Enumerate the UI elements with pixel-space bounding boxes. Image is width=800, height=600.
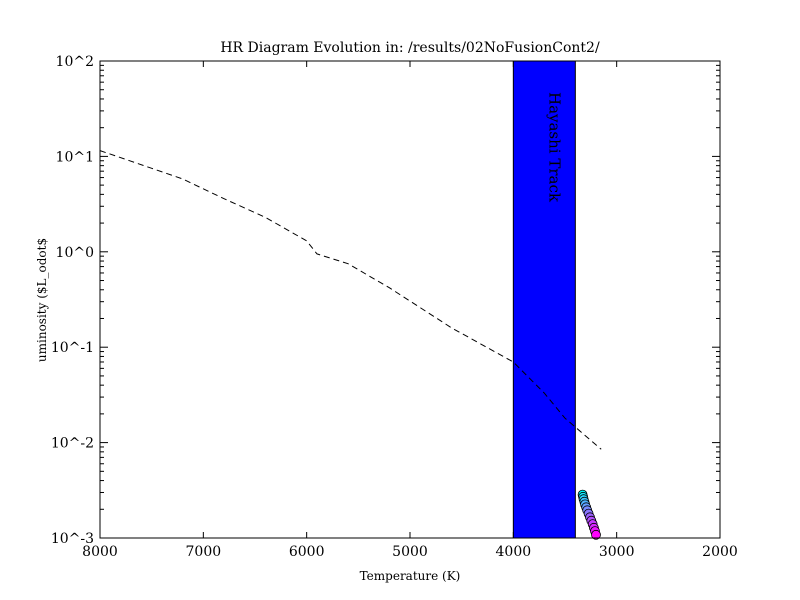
hayashi-track-label: Hayashi Track bbox=[545, 92, 563, 203]
x-tick-label: 2000 bbox=[702, 544, 738, 560]
plot-area: Hayashi Track bbox=[99, 60, 602, 540]
x-axis-label: Temperature (K) bbox=[360, 569, 461, 583]
x-tick-label: 3000 bbox=[599, 544, 635, 560]
x-tick-label: 8000 bbox=[82, 544, 118, 560]
evolution-markers bbox=[577, 489, 601, 540]
x-tick-label: 4000 bbox=[496, 544, 532, 560]
y-tick-label: 10^2 bbox=[56, 54, 94, 70]
chart-title: HR Diagram Evolution in: /results/02NoFu… bbox=[220, 40, 600, 56]
y-tick-label: 10^-3 bbox=[51, 531, 94, 547]
y-axis-label: uminosity ($L_odot$ bbox=[35, 238, 49, 362]
y-tick-label: 10^-2 bbox=[51, 436, 94, 452]
y-tick-label: 10^1 bbox=[56, 149, 94, 165]
x-tick-label: 7000 bbox=[186, 544, 222, 560]
x-axis-ticks: 8000 7000 6000 5000 4000 3000 2000 bbox=[82, 61, 738, 560]
y-tick-label: 10^0 bbox=[56, 245, 94, 261]
data-point-marker bbox=[591, 529, 601, 540]
x-tick-label: 6000 bbox=[289, 544, 325, 560]
plot-frame bbox=[99, 60, 721, 539]
y-tick-label: 10^-1 bbox=[51, 340, 94, 356]
x-tick-label: 5000 bbox=[392, 544, 428, 560]
y-axis-ticks: 10^-3 10^-2 10^-1 10^0 10^1 10^2 bbox=[51, 54, 720, 547]
hayashi-track-band bbox=[512, 60, 576, 539]
reference-track-line bbox=[99, 150, 602, 450]
